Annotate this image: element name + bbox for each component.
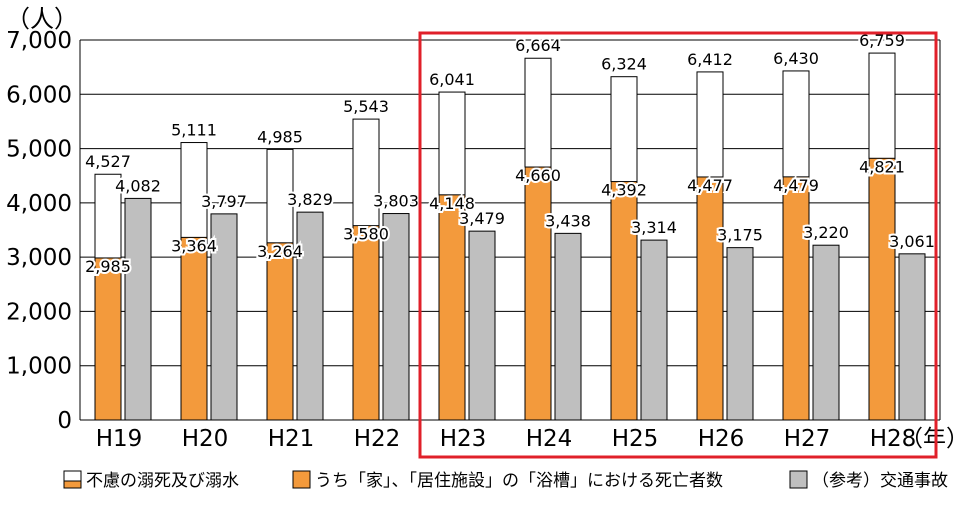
data-label-traffic: 3,314: [631, 218, 677, 237]
data-label-total: 5,543: [343, 97, 389, 116]
y-axis-label: （人）: [6, 5, 78, 33]
data-label-bath: 4,148: [429, 194, 475, 213]
data-label-bath: 3,264: [257, 242, 303, 261]
data-label-total: 6,430: [773, 49, 819, 68]
y-tick-label: 5,000: [6, 137, 72, 163]
data-label-traffic: 3,803: [373, 192, 419, 211]
highlight-box: [418, 31, 938, 459]
bar-traffic: [554, 232, 582, 421]
x-tick-label: H24: [526, 426, 573, 452]
y-axis-ticks: 0 1,000 2,000 3,000 4,000 5,000 6,000 7,000: [6, 28, 72, 434]
y-tick-label: 7,000: [6, 28, 72, 54]
y-tick-label: 4,000: [6, 191, 72, 217]
legend-swatch: [292, 470, 311, 489]
y-tick-label: 0: [57, 408, 72, 434]
data-label-traffic: 4,082: [115, 176, 161, 195]
bar-traffic: [210, 213, 238, 421]
data-label-bath: 3,580: [343, 225, 389, 244]
bar-bath: [610, 181, 638, 421]
x-tick-label: H25: [612, 426, 659, 452]
bar-traffic: [726, 247, 754, 421]
bar-traffic: [640, 239, 668, 421]
bar-bath: [94, 257, 122, 421]
data-label-bath: 2,985: [85, 257, 131, 276]
legend-swatch-total-base: [63, 480, 82, 489]
data-label-traffic: 3,061: [889, 232, 935, 251]
legend: 不慮の溺死及び溺水 うち「家」、「居住施設」の「浴槽」における死亡者数 （参考）交通…: [63, 470, 948, 491]
bar-bath: [696, 176, 724, 421]
data-label-total: 5,111: [171, 121, 217, 140]
data-label-bath: 4,477: [687, 176, 733, 195]
bar-traffic: [296, 211, 324, 421]
x-axis-label: （年）: [900, 426, 962, 452]
data-label-total: 4,527: [85, 152, 131, 171]
bar-traffic: [124, 197, 152, 421]
bar-bath: [352, 225, 380, 421]
x-tick-label: H28: [870, 426, 917, 452]
data-label-traffic: 3,797: [201, 192, 247, 211]
data-label-traffic: 3,479: [459, 209, 505, 228]
x-tick-label: H23: [440, 426, 487, 452]
x-tick-label: H22: [354, 426, 401, 452]
data-label-total: 6,412: [687, 50, 733, 69]
x-tick-label: H19: [96, 426, 143, 452]
data-label-total: 4,985: [257, 127, 303, 146]
data-label-bath: 4,479: [773, 176, 819, 195]
data-label-bath: 4,660: [515, 166, 561, 185]
bar-bath: [266, 242, 294, 421]
y-tick-label: 6,000: [6, 82, 72, 108]
x-tick-label: H26: [698, 426, 745, 452]
data-label-bath: 4,821: [859, 157, 905, 176]
bar-bath: [868, 157, 896, 421]
data-label-total: 6,759: [859, 31, 905, 50]
x-tick-label: H20: [182, 426, 229, 452]
y-tick-label: 2,000: [6, 299, 72, 325]
data-label-traffic: 3,175: [717, 226, 763, 245]
data-label-traffic: 3,829: [287, 190, 333, 209]
data-label-traffic: 3,220: [803, 223, 849, 242]
bar-traffic: [382, 213, 410, 421]
x-tick-label: H27: [784, 426, 831, 452]
legend-label: （参考）交通事故: [812, 471, 948, 491]
data-label-bath: 3,364: [171, 236, 217, 255]
legend-swatch: [789, 470, 808, 489]
x-tick-label: H21: [268, 426, 315, 452]
bar-traffic: [898, 253, 926, 421]
bar-bath: [782, 176, 810, 421]
y-tick-label: 1,000: [6, 354, 72, 380]
data-labels: 4,527 2,985 4,082 5,111 3,364 3,797 4,985 3,264…: [83, 29, 937, 278]
bars: [94, 52, 926, 421]
y-tick-label: 3,000: [6, 245, 72, 271]
bar-bath: [180, 236, 208, 421]
data-label-bath: 4,392: [601, 181, 647, 200]
x-axis-ticks: H19 H20 H21 H22 H23 H24 H25 H26 H27 H28: [96, 426, 917, 452]
legend-label: 不慮の溺死及び溺水: [86, 471, 239, 491]
bar-bath: [524, 166, 552, 421]
data-label-total: 6,664: [515, 36, 561, 55]
data-label-total: 6,324: [601, 55, 647, 74]
bar-bath: [438, 194, 466, 421]
legend-label: うち「家」、「居住施設」の「浴槽」における死亡者数: [315, 471, 723, 491]
bar-traffic: [812, 244, 840, 421]
data-label-total: 6,041: [429, 70, 475, 89]
bar-traffic: [468, 230, 496, 421]
data-label-traffic: 3,438: [545, 211, 591, 230]
